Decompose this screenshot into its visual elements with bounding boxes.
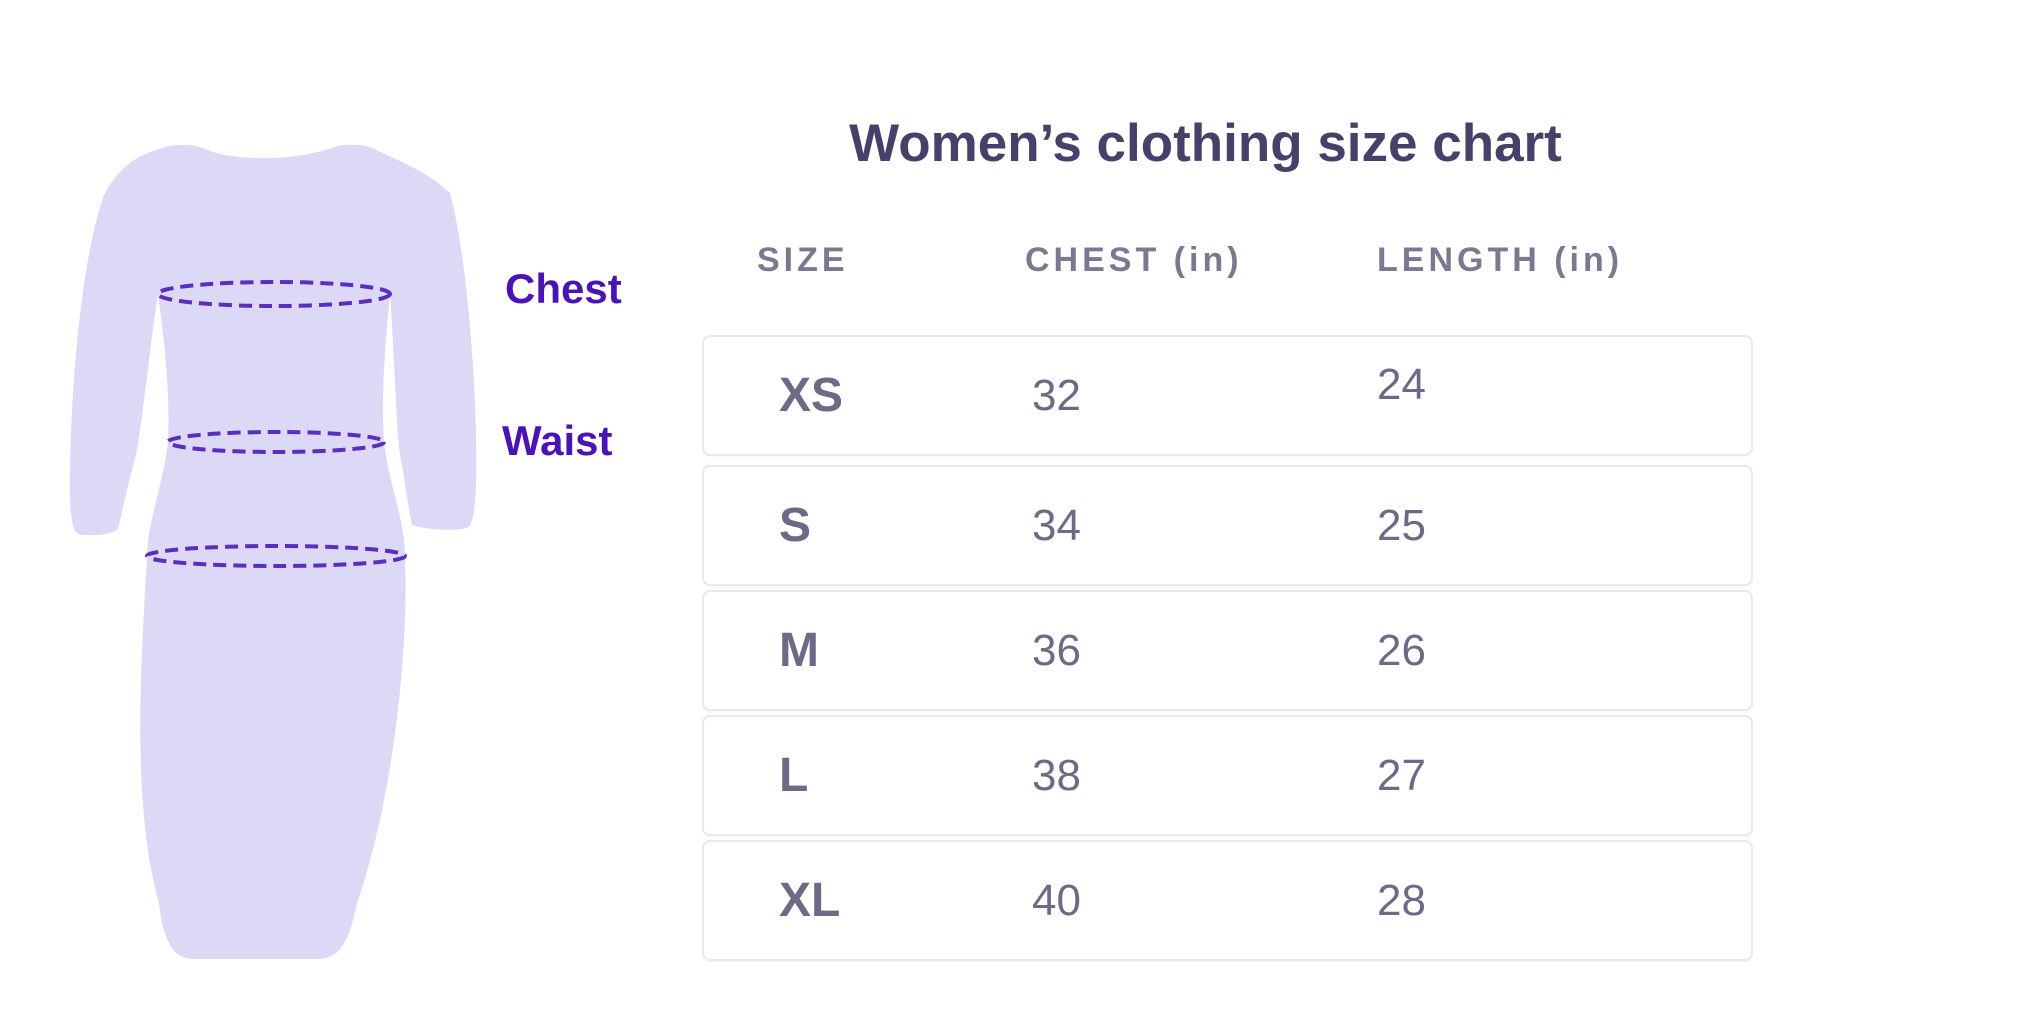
size-cell: M	[779, 624, 819, 677]
length-cell: 26	[1377, 625, 1426, 675]
column-header-length: LENGTH (in)	[1377, 241, 1624, 279]
table-header: SIZE CHEST (in) LENGTH (in)	[702, 241, 1753, 280]
table-rows: XS 32 24 S 34 25 M 36 26 L 38 27 XL 40 28	[702, 335, 1753, 965]
page-title: Women’s clothing size chart	[849, 114, 1562, 173]
column-header-size: SIZE	[757, 241, 849, 279]
chest-cell: 40	[1032, 875, 1081, 925]
chest-measure-line	[156, 280, 392, 308]
size-cell: L	[779, 749, 809, 802]
chest-cell: 36	[1032, 625, 1081, 675]
length-cell: 24	[1377, 359, 1426, 409]
dress-illustration	[69, 144, 477, 959]
size-chart: Women’s clothing size chart SIZE CHEST (…	[702, 0, 1753, 1028]
table-row: XL 40 28	[702, 840, 1753, 961]
table-row: M 36 26	[702, 590, 1753, 711]
length-cell: 27	[1377, 750, 1426, 800]
table-row: S 34 25	[702, 465, 1753, 586]
size-cell: XS	[779, 369, 844, 422]
dress-right-sleeve	[342, 145, 477, 530]
dress-torso	[104, 144, 450, 959]
chest-label: Chest	[505, 265, 622, 312]
waist-label: Waist	[502, 417, 613, 464]
waist-measure-line	[166, 430, 386, 454]
table-row: L 38 27	[702, 715, 1753, 836]
chest-cell: 32	[1032, 370, 1081, 420]
size-cell: XL	[779, 874, 841, 927]
column-header-chest: CHEST (in)	[1025, 241, 1243, 279]
length-cell: 28	[1377, 875, 1426, 925]
length-cell: 25	[1377, 500, 1426, 550]
hip-measure-line	[145, 544, 407, 568]
chest-cell: 38	[1032, 750, 1081, 800]
chest-cell: 34	[1032, 500, 1081, 550]
size-cell: S	[779, 499, 812, 552]
table-row: XS 32 24	[702, 335, 1753, 456]
